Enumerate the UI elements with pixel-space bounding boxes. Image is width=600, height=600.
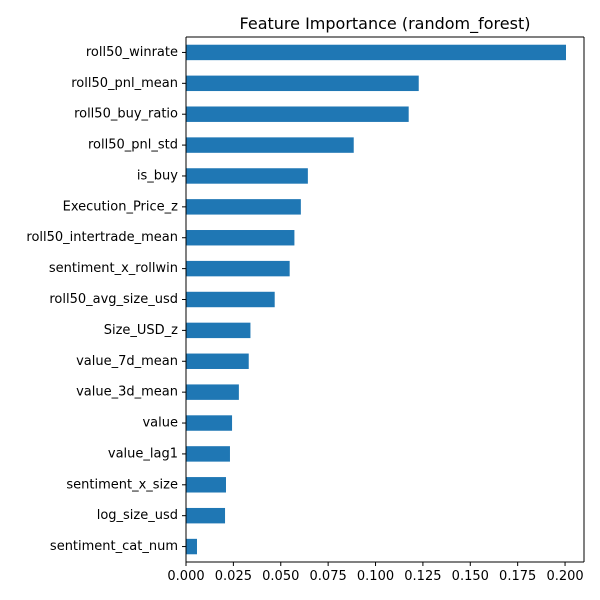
bar-value_7d_mean [186,353,249,369]
bar-roll50_pnl_mean [186,75,419,92]
x-axis-ticks: 0.000 0.025 0.050 0.075 0.100 0.125 0.150 0.175… [167,562,584,584]
x-tick-label: 0.200 [546,569,583,584]
bar-roll50_pnl_std [186,137,354,153]
y-tick-label: sentiment_x_size [66,477,178,492]
y-tick-label: value [142,416,178,431]
y-tick-label: roll50_winrate [86,45,178,60]
x-tick-label: 0.125 [404,569,441,584]
bar-sentiment_x_rollwin [186,260,290,277]
bar-sentiment_cat_num [186,538,197,555]
chart-title: Feature Importance (random_forest) [240,14,531,34]
y-tick-label: roll50_avg_size_usd [49,292,178,307]
x-tick-label: 0.175 [499,569,536,584]
bar-is_buy [186,168,308,184]
y-tick-label: is_buy [137,168,178,183]
y-tick-label: value_lag1 [108,446,178,461]
bar-value [186,415,233,431]
y-tick-label: log_size_usd [97,508,178,523]
bars-layer [186,44,566,555]
y-tick-label: roll50_pnl_mean [71,76,178,91]
bar-roll50_winrate [186,44,566,61]
x-tick-label: 0.150 [452,569,489,584]
bar-value_3d_mean [186,384,239,400]
y-tick-label: value_7d_mean [76,354,178,369]
bar-sentiment_x_size [186,477,226,493]
y-tick-label: roll50_intertrade_mean [26,230,178,245]
y-tick-label: sentiment_x_rollwin [49,261,178,276]
x-tick-label: 0.075 [310,569,347,584]
y-tick-label: roll50_buy_ratio [74,107,178,122]
bar-roll50_buy_ratio [186,106,409,122]
y-tick-label: value_3d_mean [76,385,178,400]
x-tick-label: 0.100 [357,569,394,584]
bar-Execution_Price_z [186,199,301,215]
bar-Size_USD_z [186,322,251,339]
x-tick-label: 0.000 [167,569,204,584]
y-tick-label: sentiment_cat_num [50,539,178,554]
y-tick-label: Size_USD_z [104,323,178,338]
y-tick-label: roll50_pnl_std [88,138,178,153]
bar-roll50_intertrade_mean [186,230,295,246]
axes-frame [185,36,585,563]
bar-roll50_avg_size_usd [186,291,275,308]
x-tick-label: 0.025 [215,569,252,584]
x-tick-label: 0.050 [262,569,299,584]
bar-log_size_usd [186,507,226,524]
bar-value_lag1 [186,446,230,462]
y-tick-labels: roll50_winrate roll50_pnl_mean roll50_buy_… [26,45,186,554]
y-tick-label: Execution_Price_z [63,199,179,214]
